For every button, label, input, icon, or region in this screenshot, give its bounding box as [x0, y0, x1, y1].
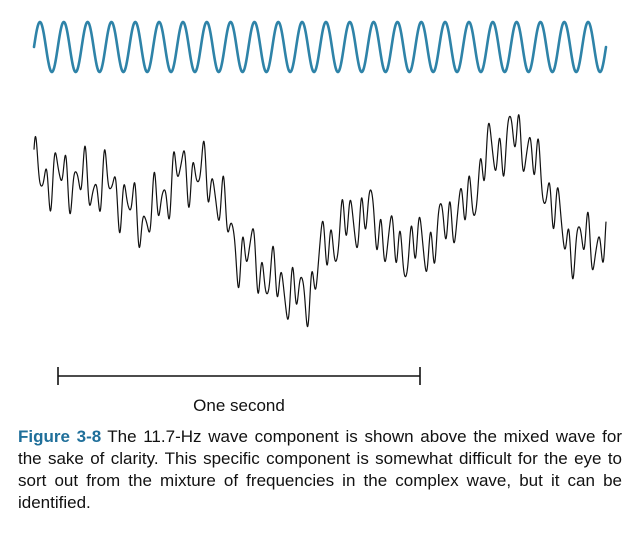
mixed-wave	[33, 114, 607, 328]
scale-bar-label: One second	[193, 396, 285, 415]
figure-diagram	[32, 20, 608, 385]
one-second-scale-bar	[57, 367, 421, 385]
figure-caption: Figure 3-8 The 11.7-Hz wave component is …	[18, 426, 622, 514]
figure-caption-text: The 11.7-Hz wave component is shown abov…	[18, 427, 622, 512]
component-wave-11-7hz	[32, 20, 608, 74]
figure-caption-label: Figure 3-8	[18, 427, 102, 446]
